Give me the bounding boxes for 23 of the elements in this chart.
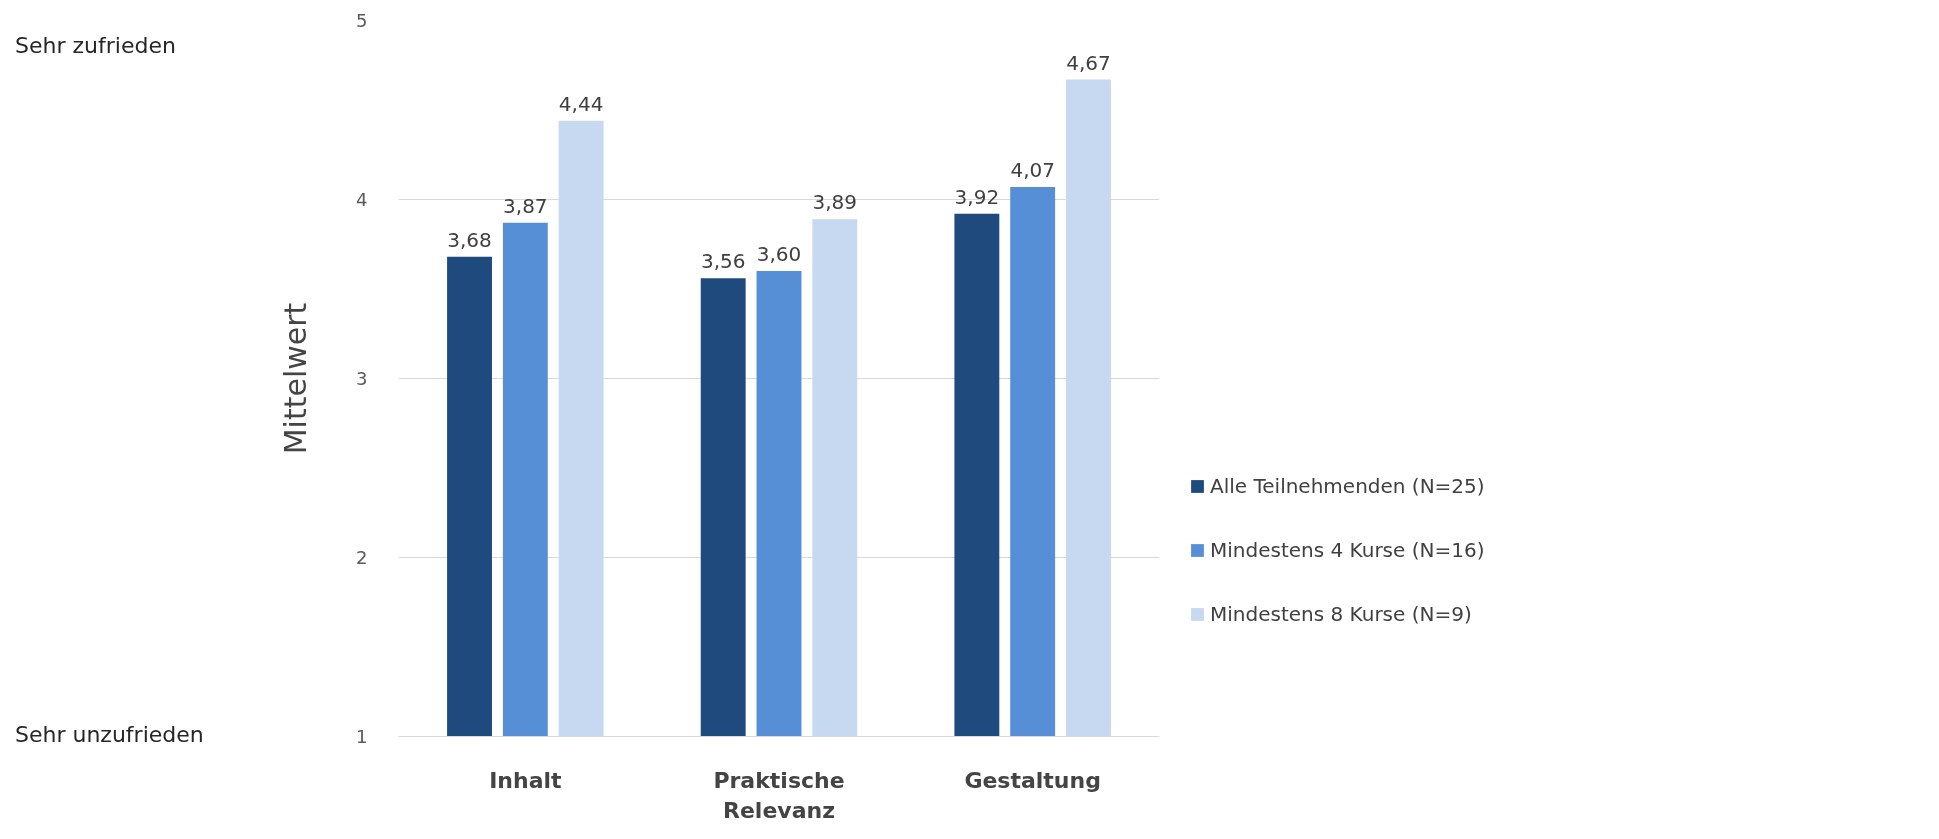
y-tick-label: 5 xyxy=(356,10,368,31)
text: Sehr unzufrieden xyxy=(15,721,204,749)
y-axis-title: Mittelwert xyxy=(278,302,314,455)
data-label: 3,89 xyxy=(812,190,858,215)
x-tick-label: Praktische Relevanz xyxy=(713,767,845,823)
x-tick-label: Inhalt xyxy=(489,767,563,793)
legend-label: Mindestens 4 Kurse (N=16) xyxy=(1210,538,1485,562)
data-label: 4,44 xyxy=(558,91,604,116)
y-tick-label: 4 xyxy=(356,189,368,210)
data-label: 3,60 xyxy=(756,242,802,267)
data-label: 4,67 xyxy=(1066,50,1111,75)
y-tick-label: 1 xyxy=(356,726,368,747)
data-label: 3,87 xyxy=(503,193,548,218)
y-tick-label: 2 xyxy=(356,547,368,568)
y-tick-label: 3 xyxy=(356,368,368,389)
legend-label: Mindestens 8 Kurse (N=9) xyxy=(1210,602,1472,626)
x-tick-label: Gestaltung xyxy=(964,767,1101,793)
data-label: 3,56 xyxy=(700,249,746,274)
data-label: 4,07 xyxy=(1010,157,1055,182)
data-label: 3,92 xyxy=(954,184,1000,209)
text: Sehr zufrieden xyxy=(15,32,176,60)
legend-label: Alle Teilnehmenden (N=25) xyxy=(1210,474,1485,498)
data-label: 3,68 xyxy=(447,227,492,252)
